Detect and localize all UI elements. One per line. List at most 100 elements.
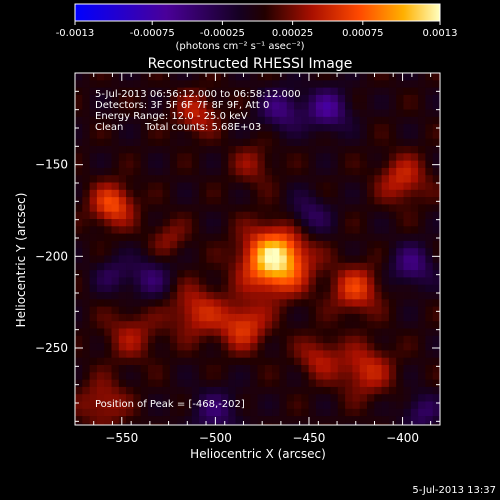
heatmap-cell bbox=[279, 211, 287, 220]
heatmap-cell bbox=[221, 335, 229, 344]
heatmap-cell bbox=[403, 138, 412, 147]
heatmap-cell bbox=[148, 204, 156, 212]
heatmap-cell bbox=[410, 94, 419, 103]
heatmap-cell bbox=[337, 124, 346, 132]
heatmap-cell bbox=[118, 321, 127, 329]
heatmap-cell bbox=[242, 167, 251, 176]
heatmap-cell bbox=[425, 379, 433, 388]
heatmap-cell bbox=[199, 262, 207, 271]
heatmap-cell bbox=[374, 167, 382, 176]
heatmap-cell bbox=[367, 408, 375, 417]
heatmap-cell bbox=[199, 401, 207, 410]
heatmap-cell bbox=[221, 386, 229, 395]
heatmap-cell bbox=[388, 255, 397, 264]
heatmap-cell bbox=[191, 233, 200, 242]
heatmap-cell bbox=[104, 255, 112, 264]
heatmap-cell bbox=[104, 219, 112, 227]
heatmap-cell bbox=[272, 255, 280, 264]
heatmap-cell bbox=[345, 160, 353, 169]
heatmap-cell bbox=[82, 226, 90, 234]
heatmap-cell bbox=[75, 343, 83, 351]
heatmap-cell bbox=[148, 343, 156, 351]
heatmap-cell bbox=[104, 328, 112, 337]
heatmap-cell bbox=[388, 313, 397, 322]
heatmap-cell bbox=[184, 146, 193, 154]
heatmap-cell bbox=[264, 109, 273, 118]
heatmap-cell bbox=[213, 357, 222, 366]
heatmap-cell bbox=[345, 240, 353, 249]
heatmap-cell bbox=[330, 73, 339, 81]
heatmap-cell bbox=[126, 408, 134, 417]
heatmap-cell bbox=[352, 335, 360, 344]
heatmap-cell bbox=[111, 131, 120, 139]
heatmap-cell bbox=[403, 328, 412, 337]
heatmap-cell bbox=[235, 262, 244, 271]
heatmap-cell bbox=[388, 401, 397, 410]
heatmap-cell bbox=[169, 204, 178, 212]
heatmap-cell bbox=[301, 94, 309, 103]
heatmap-cell bbox=[82, 255, 90, 264]
heatmap-cell bbox=[140, 335, 149, 344]
heatmap-cell bbox=[221, 175, 229, 183]
heatmap-cell bbox=[294, 277, 302, 285]
heatmap-cell bbox=[118, 146, 127, 154]
heatmap-cell bbox=[111, 394, 120, 402]
heatmap-cell bbox=[374, 394, 382, 402]
heatmap-cell bbox=[104, 226, 112, 234]
heatmap-cell bbox=[206, 350, 214, 358]
heatmap-cell bbox=[199, 248, 207, 256]
heatmap-cell bbox=[381, 146, 390, 154]
heatmap-cell bbox=[199, 284, 207, 293]
heatmap-cell bbox=[133, 73, 141, 81]
heatmap-cell bbox=[301, 350, 309, 358]
heatmap-cell bbox=[330, 109, 339, 118]
heatmap-cell bbox=[104, 423, 112, 425]
heatmap-cell bbox=[301, 270, 309, 278]
heatmap-cell bbox=[184, 182, 193, 191]
heatmap-cell bbox=[133, 299, 141, 307]
heatmap-cell bbox=[257, 292, 266, 300]
heatmap-cell bbox=[82, 365, 90, 373]
heatmap-cell bbox=[403, 73, 412, 81]
heatmap-cell bbox=[301, 197, 309, 205]
heatmap-cell bbox=[403, 299, 412, 307]
heatmap-cell bbox=[104, 313, 112, 322]
heatmap-cell bbox=[257, 197, 266, 205]
heatmap-cell bbox=[323, 365, 331, 373]
heatmap-cell bbox=[272, 365, 280, 373]
heatmap-cell bbox=[169, 408, 178, 417]
heatmap-cell bbox=[184, 335, 193, 344]
heatmap-cell bbox=[286, 109, 295, 118]
heatmap-cell bbox=[126, 175, 134, 183]
heatmap-cell bbox=[418, 80, 426, 88]
heatmap-cell bbox=[126, 240, 134, 249]
heatmap-cell bbox=[257, 255, 266, 264]
heatmap-cell bbox=[418, 343, 426, 351]
heatmap-cell bbox=[169, 146, 178, 154]
heatmap-cell bbox=[272, 401, 280, 410]
heatmap-cell bbox=[250, 292, 258, 300]
heatmap-cell bbox=[169, 284, 178, 293]
heatmap-cell bbox=[155, 167, 163, 176]
heatmap-cell bbox=[396, 255, 404, 264]
heatmap-cell bbox=[250, 87, 258, 96]
heatmap-cell bbox=[286, 328, 295, 337]
heatmap-cell bbox=[359, 138, 368, 147]
heatmap-cell bbox=[272, 233, 280, 242]
heatmap-cell bbox=[96, 73, 105, 81]
heatmap-cell bbox=[133, 233, 141, 242]
heatmap-cell bbox=[111, 211, 120, 220]
heatmap-cell bbox=[89, 94, 98, 103]
heatmap-cell bbox=[315, 292, 324, 300]
heatmap-cell bbox=[381, 124, 390, 132]
heatmap-cell bbox=[177, 292, 185, 300]
heatmap-cell bbox=[228, 335, 236, 344]
heatmap-cell bbox=[111, 365, 120, 373]
heatmap-cell bbox=[345, 394, 353, 402]
heatmap-cell bbox=[337, 394, 346, 402]
heatmap-cell bbox=[396, 94, 404, 103]
heatmap-cell bbox=[96, 153, 105, 161]
heatmap-cell bbox=[213, 379, 222, 388]
heatmap-cell bbox=[425, 167, 433, 176]
heatmap-cell bbox=[111, 313, 120, 322]
